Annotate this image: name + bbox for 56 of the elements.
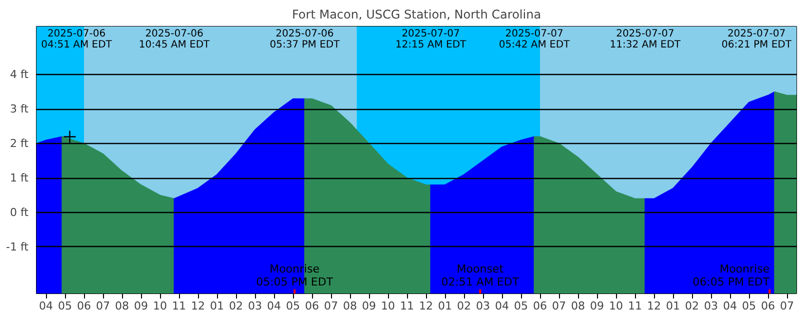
x-tick-label: 11 <box>400 300 414 312</box>
x-tick-label: 05 <box>286 300 300 312</box>
x-tick-label: 06 <box>305 300 319 312</box>
ref-line-label: Moonset 02:51 AM EDT <box>441 262 520 288</box>
y-tick-label: -1 ft <box>6 240 30 254</box>
x-tick-label: 03 <box>476 300 490 312</box>
x-tick-label: 03 <box>704 300 718 312</box>
x-tick-label: 04 <box>723 300 737 312</box>
x-tick-label: 09 <box>362 300 376 312</box>
annotation: 2025-07-06 04:51 AM EDT <box>41 28 113 50</box>
chart-title: Fort Macon, USCG Station, North Carolina <box>292 8 542 22</box>
x-tick-label: 08 <box>343 300 357 312</box>
x-tick-label: 02 <box>685 300 699 312</box>
x-tick-label: 05 <box>58 300 72 312</box>
x-tick-label: 10 <box>381 300 395 312</box>
x-tick-label: 10 <box>609 300 623 312</box>
x-tick-label: 02 <box>229 300 243 312</box>
x-tick-label: 09 <box>134 300 148 312</box>
x-tick-label: 03 <box>248 300 262 312</box>
x-tick-label: 04 <box>39 300 53 312</box>
y-tick-label: 4 ft <box>10 68 30 82</box>
x-tick-label: 07 <box>324 300 338 312</box>
x-tick-label: 02 <box>457 300 471 312</box>
ref-line-label: Moonrise 06:05 PM EDT <box>692 262 770 288</box>
x-tick-label: 05 <box>742 300 756 312</box>
x-tick-label: 07 <box>552 300 566 312</box>
x-tick-label: 08 <box>115 300 129 312</box>
x-tick-label: 06 <box>77 300 91 312</box>
y-tick-label: 1 ft <box>10 172 30 185</box>
x-tick-label: 05 <box>514 300 528 312</box>
x-tick-label: 01 <box>666 300 680 312</box>
annotation: 2025-07-07 12:15 AM EDT <box>395 28 468 50</box>
x-tick-label: 11 <box>628 300 642 312</box>
annotation: 2025-07-07 06:21 PM EDT <box>722 28 792 50</box>
x-tick-label: 12 <box>191 300 205 312</box>
annotation: 2025-07-06 05:37 PM EDT <box>270 28 341 50</box>
x-tick-label: 06 <box>761 300 775 312</box>
x-tick-label: 12 <box>419 300 433 312</box>
x-tick-label: 04 <box>267 300 281 312</box>
x-tick-label: 09 <box>590 300 604 312</box>
x-tick-label: 12 <box>647 300 661 312</box>
x-tick-label: 07 <box>780 300 794 312</box>
y-tick-label: 0 ft <box>10 206 30 220</box>
x-tick-label: 01 <box>438 300 452 312</box>
annotation: 2025-07-07 05:42 AM EDT <box>498 28 571 50</box>
x-tick-label: 11 <box>172 300 186 312</box>
x-tick-label: 10 <box>153 300 167 312</box>
y-tick-label: 2 ft <box>10 137 30 150</box>
x-tick-label: 01 <box>210 300 224 312</box>
x-tick-label: 06 <box>533 300 547 312</box>
x-tick-label: 08 <box>571 300 585 312</box>
annotation: 2025-07-06 10:45 AM EDT <box>138 28 211 50</box>
y-tick-label: 3 ft <box>10 102 30 116</box>
x-tick-label: 04 <box>495 300 509 312</box>
annotation: 2025-07-07 11:32 AM EDT <box>610 28 682 50</box>
x-tick-label: 07 <box>96 300 110 312</box>
